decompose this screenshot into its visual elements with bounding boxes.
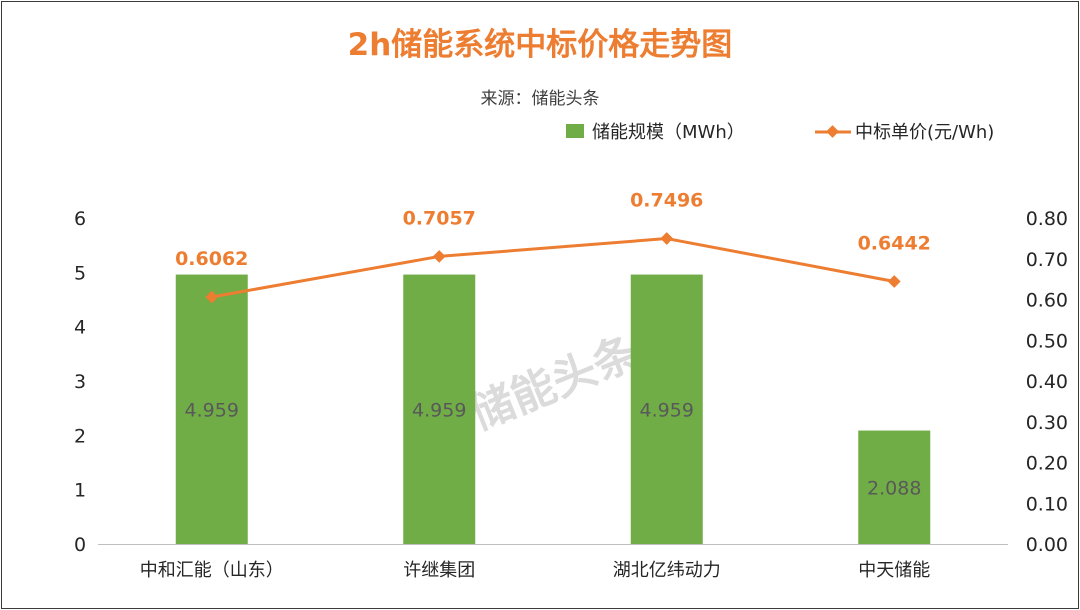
price-point-marker (205, 290, 219, 304)
price-point-marker (660, 232, 674, 245)
watermark-text: 储能头条 (463, 327, 645, 440)
legend-bar-swatch (566, 124, 584, 138)
price-value-label: 0.7057 (403, 207, 476, 229)
x-axis-categories: 中和汇能（山东） 许继集团 湖北亿纬动力 中天储能 (140, 560, 931, 581)
price-point-marker (887, 275, 901, 288)
bar (630, 274, 703, 544)
bar-value-label: 2.088 (867, 477, 921, 499)
y-left-tick-label: 4 (74, 317, 86, 339)
legend-line-marker (826, 125, 839, 138)
legend-bar-label: 储能规模（MWh） (592, 122, 745, 143)
y-right-tick-label: 0.10 (1026, 493, 1068, 515)
legend-line-label: 中标单价(元/Wh) (855, 122, 994, 143)
line-series (205, 232, 901, 304)
x-category-label: 中和汇能（山东） (140, 560, 284, 581)
y-right-tick-label: 0.80 (1026, 208, 1068, 230)
bar-value-label: 4.959 (640, 399, 694, 421)
price-value-label: 0.6442 (858, 232, 931, 254)
bar-series (175, 274, 931, 544)
y-right-tick-label: 0.60 (1026, 290, 1068, 312)
bar-value-label: 4.959 (412, 399, 466, 421)
chart-subtitle: 来源：储能头条 (481, 89, 600, 109)
y-right-tick-label: 0.40 (1026, 371, 1068, 393)
bar (403, 274, 476, 544)
y-right-tick-label: 0.70 (1026, 249, 1068, 271)
bar (175, 274, 248, 544)
y-right-tick-label: 0.30 (1026, 412, 1068, 434)
x-category-label: 湖北亿纬动力 (613, 560, 721, 581)
y-left-tick-label: 3 (74, 371, 86, 393)
chart-title: 2h储能系统中标价格走势图 (348, 27, 733, 63)
y-left-tick-label: 1 (74, 480, 86, 502)
price-point-marker (432, 250, 446, 263)
line-value-labels: 0.6062 0.7057 0.7496 0.6442 (175, 190, 931, 270)
y-left-tick-label: 5 (74, 262, 86, 284)
legend: 储能规模（MWh） 中标单价(元/Wh) (566, 122, 994, 143)
bar-value-labels: 4.959 4.959 4.959 2.088 (185, 399, 922, 499)
x-category-label: 许继集团 (403, 560, 475, 581)
y-axis-left: 0 1 2 3 4 5 6 (74, 208, 86, 556)
x-category-label: 中天储能 (858, 560, 930, 581)
y-right-tick-label: 0.20 (1026, 453, 1068, 475)
y-axis-right: 0.00 0.10 0.20 0.30 0.40 0.50 0.60 0.70 0.80 (1026, 208, 1068, 556)
y-left-tick-label: 6 (74, 208, 86, 230)
bar (858, 430, 931, 544)
y-left-tick-label: 0 (74, 534, 86, 556)
price-line (211, 237, 895, 299)
price-value-label: 0.7496 (630, 190, 703, 212)
y-left-tick-label: 2 (74, 425, 86, 447)
bar-value-label: 4.959 (185, 399, 239, 421)
price-value-label: 0.6062 (175, 248, 248, 270)
y-right-tick-label: 0.00 (1026, 534, 1068, 556)
y-right-tick-label: 0.50 (1026, 330, 1068, 352)
